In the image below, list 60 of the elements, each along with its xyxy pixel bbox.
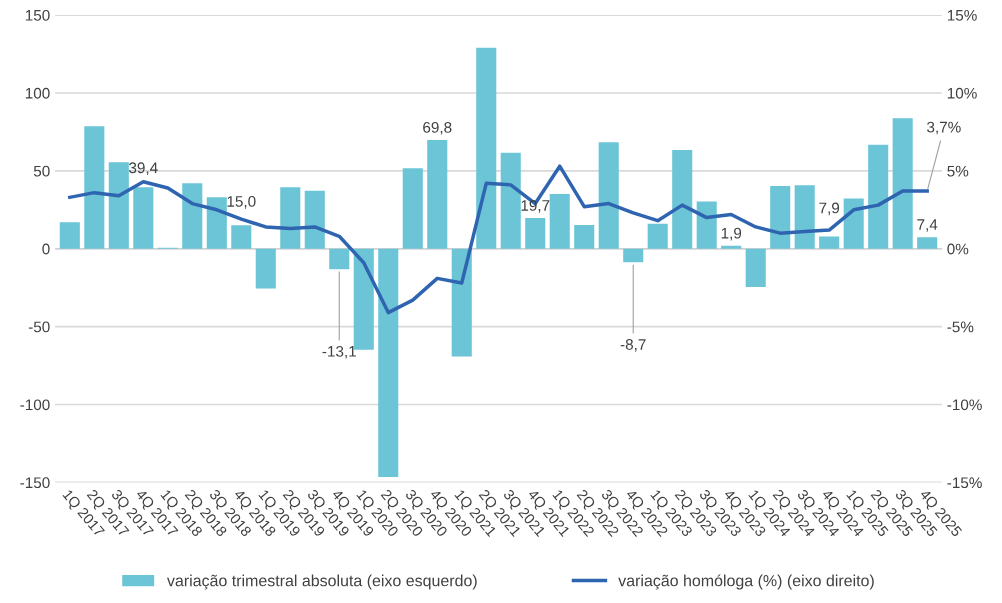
- y2-tick-label: -15%: [947, 477, 982, 489]
- y-tick-label: 0: [42, 243, 50, 255]
- bar: [647, 223, 668, 249]
- bar: [182, 183, 203, 249]
- y2-tick-label: -5%: [947, 321, 974, 333]
- bar: [623, 248, 644, 263]
- bar: [84, 126, 105, 249]
- y-tick-label: 150: [25, 9, 50, 21]
- data-label: 19,7: [521, 200, 550, 213]
- bar: [231, 225, 252, 249]
- bar: [598, 142, 619, 249]
- bar: [476, 47, 497, 249]
- bar: [108, 162, 129, 249]
- bar: [917, 237, 938, 249]
- bar: [868, 144, 889, 249]
- bar: [255, 248, 276, 289]
- data-label: 69,8: [423, 122, 452, 135]
- bar: [206, 197, 227, 249]
- bar: [304, 190, 325, 249]
- bar: [892, 118, 913, 249]
- data-label: -8,7: [620, 339, 646, 352]
- bar: [549, 193, 570, 249]
- bar: [402, 168, 423, 249]
- data-label: 15,0: [227, 196, 256, 209]
- bar: [794, 185, 815, 249]
- bar: [819, 236, 840, 249]
- y2-tick-label: 15%: [947, 10, 977, 21]
- data-label: -13,1: [322, 345, 356, 359]
- data-label: 7,4: [917, 219, 938, 232]
- y-tick-label: -50: [28, 321, 50, 333]
- bar: [745, 248, 766, 288]
- bar: [59, 222, 80, 249]
- bar: [329, 248, 350, 270]
- bar: [672, 149, 693, 249]
- bar: [451, 248, 472, 357]
- bar: [133, 187, 154, 249]
- y-tick-label: -150: [20, 477, 50, 489]
- bar: [696, 201, 717, 249]
- y2-tick-label: 10%: [947, 87, 977, 99]
- data-label: 39,4: [129, 162, 158, 175]
- bar: [427, 140, 448, 249]
- bar: [843, 198, 864, 249]
- y2-tick-label: 0%: [947, 243, 969, 255]
- y2-tick-label: -10%: [947, 399, 982, 411]
- y-tick-label: 50: [33, 165, 50, 177]
- y2-tick-label: 5%: [947, 165, 969, 177]
- y-tick-label: 100: [25, 87, 50, 99]
- legend-label: variação trimestral absoluta (eixo esquerdo): [167, 574, 477, 590]
- bar: [378, 248, 399, 478]
- y-tick-label: -100: [20, 399, 50, 411]
- bar: [500, 152, 521, 249]
- data-label: 3,7%: [927, 121, 961, 135]
- legend-label: variação homóloga (%) (eixo direito): [618, 574, 874, 590]
- data-label: 7,9: [819, 202, 840, 216]
- bar: [770, 186, 791, 249]
- bar: [721, 245, 742, 249]
- bar: [574, 225, 595, 249]
- data-label: 1,9: [721, 227, 742, 241]
- bar: [280, 187, 301, 249]
- bar: [525, 218, 546, 249]
